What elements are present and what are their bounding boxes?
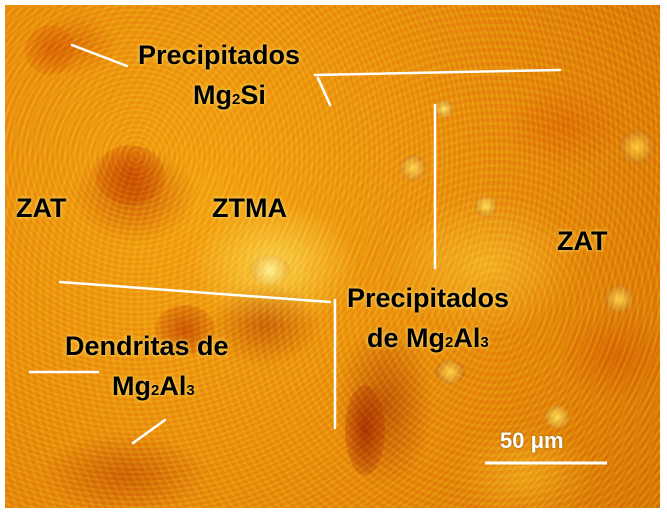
label-zat-left: ZAT: [16, 193, 67, 223]
label-mg2al3-sub1: 2: [445, 334, 454, 351]
pointer-line-mg2si-left: [70, 43, 129, 68]
label-mg2al3-sub2: 3: [480, 334, 489, 351]
label-dendritas-line1: Dendritas de: [65, 331, 229, 361]
label-dendritas-mg: Mg: [112, 371, 151, 401]
label-dendritas-sub1: 2: [150, 382, 160, 399]
label-mg2si-mg: Mg: [193, 80, 232, 110]
pointer-line-mg2si-diag: [316, 76, 332, 107]
label-precipitados-mg2si-line1: Precipitados: [138, 40, 301, 70]
label-zat-right: ZAT: [557, 226, 608, 256]
micrograph-image: [5, 5, 660, 508]
pointer-line-dendrites-diag: [131, 418, 167, 445]
label-ztma: ZTMA: [212, 193, 287, 223]
label-dendritas-line2: Mg2Al3: [112, 373, 195, 400]
pointer-line-mg2si-right: [313, 68, 562, 77]
label-dendritas-sub2: 3: [186, 382, 195, 399]
label-precipitados-mg2al3-line1: Precipitados: [347, 283, 510, 313]
pointer-line-dendrites-top: [58, 280, 332, 304]
label-precipitados-mg2al3-line2: de Mg2Al3: [367, 325, 489, 352]
label-precipitados-mg2si-line2: Mg2Si: [193, 82, 266, 109]
label-mg2al3-al: Al: [453, 323, 481, 353]
label-mg2al3-prefix: de Mg: [367, 323, 445, 353]
scale-bar-label: 50 μm: [500, 428, 564, 453]
label-mg2si-subscript: 2: [231, 91, 241, 108]
label-dendritas-al: Al: [159, 371, 187, 401]
label-mg2si-si: Si: [240, 80, 266, 110]
